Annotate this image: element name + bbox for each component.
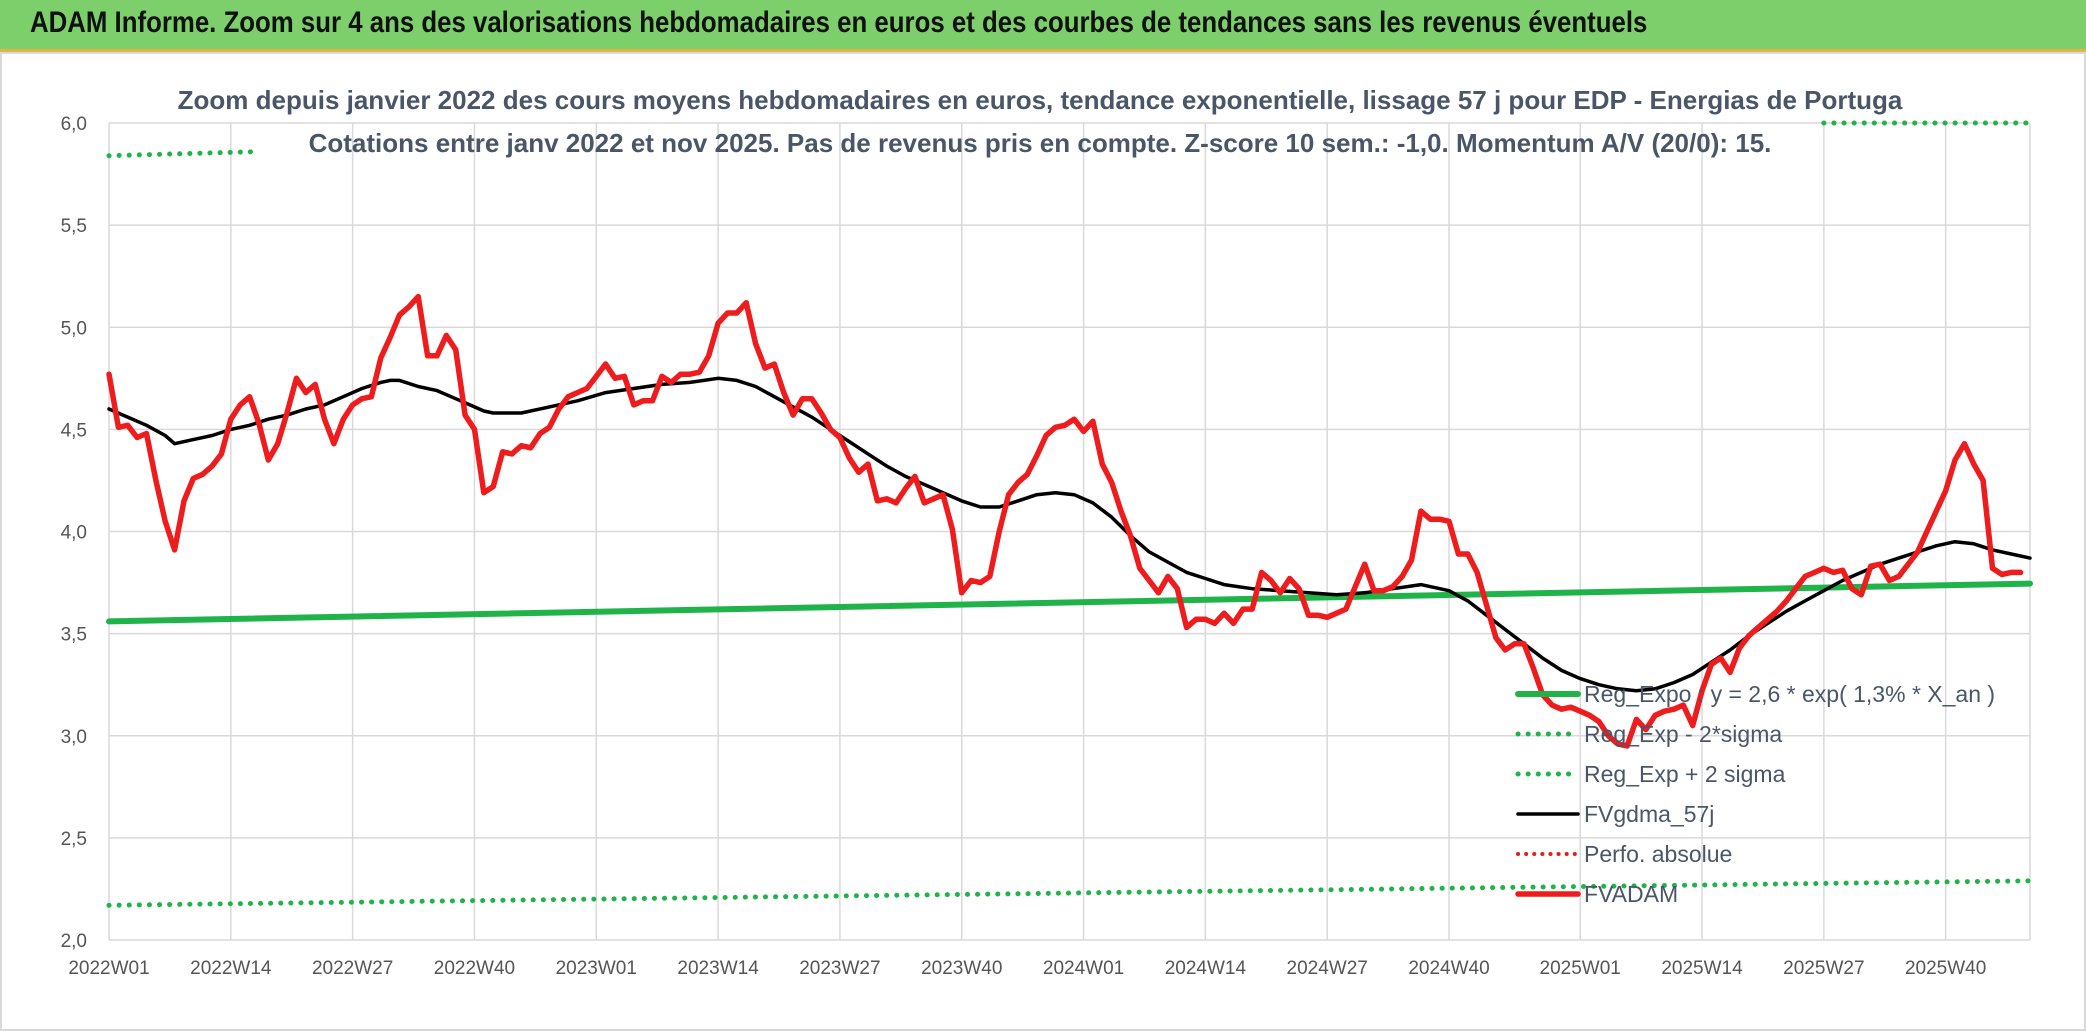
title-banner: ADAM Informe. Zoom sur 4 ans des valoris… (0, 0, 2086, 52)
legend-label: FVgdma_57j (1584, 801, 1714, 827)
legend-label: Reg_Exp - 2*sigma (1584, 721, 1782, 747)
y-tick-label: 2,0 (61, 931, 87, 952)
x-tick-label: 2024W40 (1408, 958, 1489, 979)
y-tick-label: 5,5 (61, 216, 87, 237)
x-tick-label: 2023W27 (799, 958, 880, 979)
x-tick-label: 2022W14 (190, 958, 272, 979)
x-tick-label: 2022W40 (434, 958, 515, 979)
x-tick-label: 2022W01 (68, 958, 149, 979)
x-tick-label: 2023W14 (677, 958, 759, 979)
y-tick-label: 4,0 (61, 523, 87, 544)
axis-ticks: 2,0 2,5 3,0 3,5 4,0 4,5 5,0 5,5 6,0 2022W01 2022W1… (61, 114, 1987, 979)
legend: Reg_Expo : y = 2,6 * exp( 1,3% * X_an ) R… (1515, 681, 1995, 907)
x-tick-label: 2023W01 (556, 958, 637, 979)
x-tick-label: 2025W27 (1783, 958, 1864, 979)
chart-title: Zoom depuis janvier 2022 des cours moyen… (178, 85, 1903, 115)
legend-label: Perfo. absolue (1584, 841, 1732, 867)
series (106, 120, 2033, 908)
legend-label: FVADAM (1584, 881, 1678, 907)
y-tick-label: 5,0 (61, 318, 87, 339)
x-tick-label: 2022W27 (312, 958, 393, 979)
x-tick-label: 2024W14 (1165, 958, 1247, 979)
page-title: ADAM Informe. Zoom sur 4 ans des valoris… (30, 6, 1648, 39)
y-tick-label: 3,5 (61, 625, 87, 646)
x-tick-label: 2024W27 (1287, 958, 1368, 979)
x-tick-label: 2023W40 (921, 958, 1002, 979)
chart-frame (0, 52, 2086, 1031)
chart-subtitle: Cotations entre janv 2022 et nov 2025. P… (309, 128, 1772, 158)
y-tick-label: 6,0 (61, 114, 87, 135)
series-reg-exp-plus-2sigma-line (106, 149, 262, 159)
series-fvgdma-57j-line (107, 376, 2032, 693)
x-tick-label: 2025W40 (1905, 958, 1986, 979)
legend-label: Reg_Exp + 2 sigma (1584, 761, 1786, 787)
legend-label: Reg_Expo : y = 2,6 * exp( 1,3% * X_an ) (1584, 681, 1995, 707)
y-tick-label: 3,0 (61, 727, 87, 748)
series-reg-expo-line (106, 580, 2033, 625)
series-fvadam-line (106, 293, 2024, 749)
x-tick-label: 2024W01 (1043, 958, 1124, 979)
series-reg-exp-minus-2sigma-line (106, 878, 2033, 908)
x-tick-label: 2025W01 (1540, 958, 1621, 979)
grid (108, 122, 2031, 941)
x-tick-label: 2025W14 (1661, 958, 1743, 979)
y-tick-label: 4,5 (61, 420, 87, 441)
y-tick-label: 2,5 (61, 829, 87, 850)
